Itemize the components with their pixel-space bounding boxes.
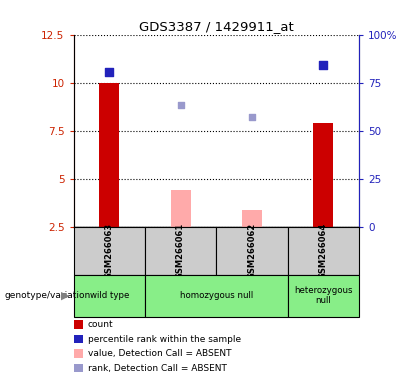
Bar xyxy=(99,83,119,227)
Bar xyxy=(171,190,191,227)
Text: wild type: wild type xyxy=(89,291,129,300)
Text: GSM266064: GSM266064 xyxy=(319,222,328,279)
Text: genotype/variation: genotype/variation xyxy=(4,291,90,300)
Text: value, Detection Call = ABSENT: value, Detection Call = ABSENT xyxy=(88,349,231,358)
FancyBboxPatch shape xyxy=(288,275,359,317)
Point xyxy=(320,62,327,68)
FancyBboxPatch shape xyxy=(74,275,145,317)
FancyBboxPatch shape xyxy=(74,227,145,275)
Text: percentile rank within the sample: percentile rank within the sample xyxy=(88,334,241,344)
Bar xyxy=(313,123,333,227)
Title: GDS3387 / 1429911_at: GDS3387 / 1429911_at xyxy=(139,20,294,33)
Text: homozygous null: homozygous null xyxy=(180,291,253,300)
Point xyxy=(177,102,184,108)
Bar xyxy=(242,210,262,227)
Point xyxy=(249,114,255,120)
FancyBboxPatch shape xyxy=(145,227,216,275)
Text: rank, Detection Call = ABSENT: rank, Detection Call = ABSENT xyxy=(88,364,227,373)
FancyBboxPatch shape xyxy=(288,227,359,275)
Text: ▶: ▶ xyxy=(61,291,69,301)
Text: heterozygous
null: heterozygous null xyxy=(294,286,353,305)
Text: GSM266062: GSM266062 xyxy=(247,222,257,279)
Text: count: count xyxy=(88,320,113,329)
Text: GSM266061: GSM266061 xyxy=(176,222,185,279)
Point xyxy=(106,69,113,75)
FancyBboxPatch shape xyxy=(216,227,288,275)
FancyBboxPatch shape xyxy=(145,275,288,317)
Text: GSM266063: GSM266063 xyxy=(105,222,114,279)
